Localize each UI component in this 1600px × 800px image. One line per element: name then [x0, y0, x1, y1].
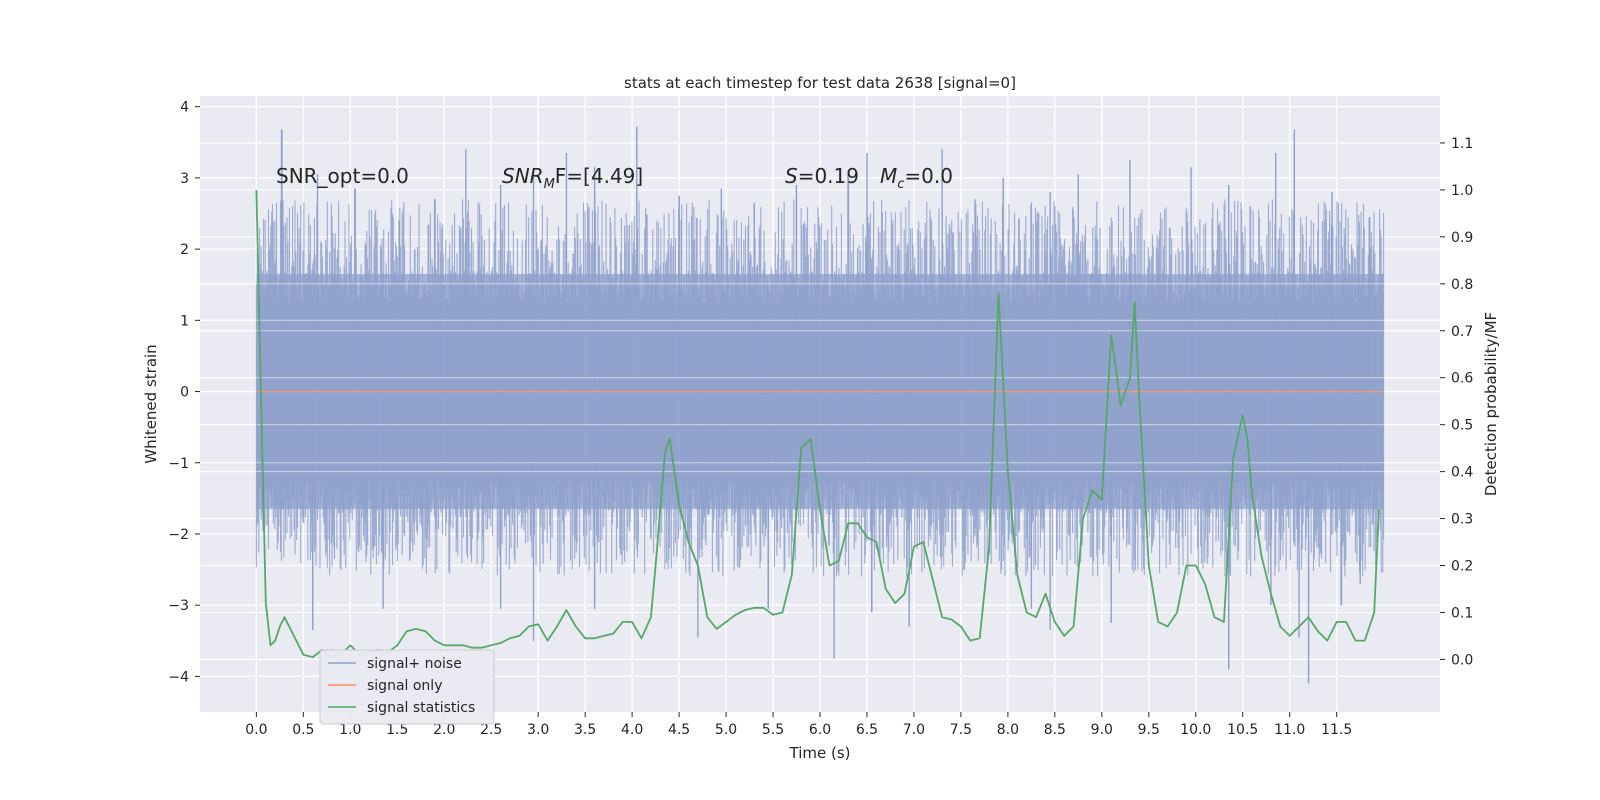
x-tick-label: 2.5 [480, 722, 502, 738]
s-main: S [785, 164, 798, 188]
y-tick-label: −4 [168, 669, 189, 685]
x-tick-label: 1.0 [339, 722, 361, 738]
x-tick-label: 4.0 [621, 722, 643, 738]
legend: signal+ noise signal only signal statist… [319, 649, 495, 725]
y-tick-label: 1 [180, 313, 189, 329]
y-tick-label: 0 [180, 385, 189, 401]
x-tick-label: 7.5 [950, 722, 972, 738]
x-tick-label: 7.0 [903, 722, 925, 738]
x-tick-label: 3.5 [574, 722, 596, 738]
legend-box [319, 649, 495, 725]
x-tick-label: 5.0 [715, 722, 737, 738]
chart-title: stats at each timestep for test data 263… [624, 74, 1016, 92]
x-tick-label: 2.0 [433, 722, 455, 738]
mc-sub: c [897, 177, 904, 192]
y2-tick-label: 1.0 [1451, 183, 1473, 199]
snr-mf-tail: F=[4.49] [555, 164, 643, 188]
annotation-snr-mf: SNRMF=[4.49] [502, 164, 643, 192]
snr-mf-main: SNR [502, 164, 544, 188]
x-tick-label: 8.0 [997, 722, 1019, 738]
y-axis-right: 0.0 0.1 0.2 0.3 0.4 0.5 0.6 0.7 0.8 0.9 1.0 1.1 [1440, 136, 1473, 668]
x-tick-label: 10.5 [1227, 722, 1258, 738]
y-tick-label: −1 [168, 456, 189, 472]
x-axis-label: Time (s) [789, 744, 851, 762]
x-tick-label: 5.5 [762, 722, 784, 738]
x-tick-label: 3.0 [527, 722, 549, 738]
x-tick-label: 0.0 [245, 722, 267, 738]
y2-tick-label: 0.6 [1451, 371, 1473, 387]
annotation-mc: Mc=0.0 [880, 164, 953, 192]
mc-tail: =0.0 [904, 164, 953, 188]
annotations: SNR_opt=0.0 SNRMF=[4.49] S=0.19 Mc=0.0 [276, 164, 953, 192]
mc-main: M [880, 164, 897, 188]
y2-tick-label: 0.9 [1451, 230, 1473, 246]
legend-label-signal-statistics: signal statistics [367, 700, 475, 716]
y2-tick-label: 0.0 [1451, 652, 1473, 668]
x-tick-label: 10.0 [1180, 722, 1211, 738]
legend-label-signal-noise: signal+ noise [367, 656, 462, 672]
legend-label-signal-only: signal only [367, 678, 442, 694]
s-tail: =0.19 [798, 164, 859, 188]
annotation-s: S=0.19 [785, 164, 859, 188]
y2-tick-label: 0.7 [1451, 324, 1473, 340]
x-tick-label: 4.5 [668, 722, 690, 738]
y2-tick-label: 0.5 [1451, 418, 1473, 434]
x-tick-label: 11.0 [1274, 722, 1305, 738]
signal-statistics-line [255, 189, 1380, 658]
x-tick-label: 8.5 [1044, 722, 1066, 738]
y2-tick-label: 1.1 [1451, 136, 1473, 152]
y-tick-label: 2 [180, 242, 189, 258]
y2-tick-label: 0.3 [1451, 512, 1473, 528]
y-tick-label: −3 [168, 598, 189, 614]
x-tick-label: 9.5 [1138, 722, 1160, 738]
x-tick-label: 6.0 [809, 722, 831, 738]
annotation-snr-opt: SNR_opt=0.0 [276, 164, 409, 188]
y-tick-label: 3 [180, 171, 189, 187]
x-tick-label: 9.0 [1091, 722, 1113, 738]
y-tick-label: −2 [168, 527, 189, 543]
y-axis-left: −4 −3 −2 −1 0 1 2 3 4 [168, 100, 200, 685]
x-tick-label: 1.5 [386, 722, 408, 738]
y-tick-label: 4 [180, 100, 189, 116]
x-axis: 0.0 0.5 1.0 1.5 2.0 2.5 3.0 3.5 4.0 4.5 5.0 5.5 6.0 6… [245, 712, 1352, 738]
y2-tick-label: 0.1 [1451, 605, 1473, 621]
y-axis-label: Whitened strain [142, 344, 160, 463]
x-tick-label: 0.5 [292, 722, 314, 738]
x-tick-label: 11.5 [1321, 722, 1352, 738]
y2-tick-label: 0.2 [1451, 559, 1473, 575]
y2-tick-label: 0.4 [1451, 465, 1473, 481]
x-tick-label: 6.5 [856, 722, 878, 738]
y2-tick-label: 0.8 [1451, 277, 1473, 293]
y2-axis-label: Detection probability/MF [1482, 312, 1500, 496]
snr-mf-sub: M [544, 177, 555, 192]
series-signal-statistics [255, 189, 1380, 658]
